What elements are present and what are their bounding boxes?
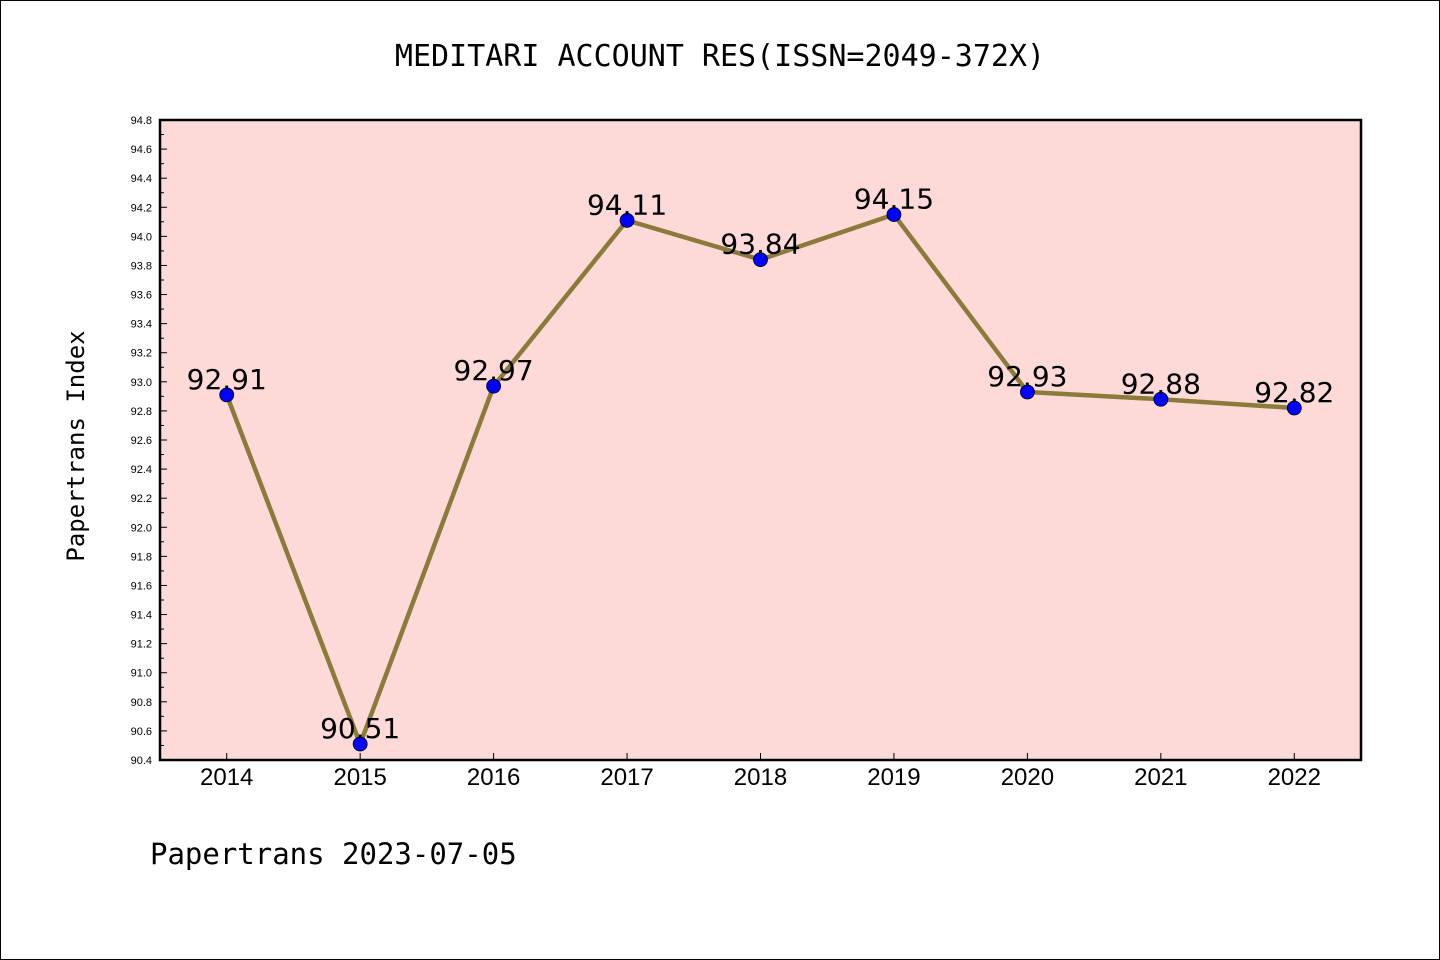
y-axis-label: Papertrans Index	[62, 330, 90, 561]
y-tick-label: 93.6	[131, 290, 152, 302]
y-tick-label: 92.6	[131, 435, 152, 447]
data-label: 92.97	[454, 354, 534, 387]
data-point	[1019, 384, 1035, 400]
plot-border	[158, 118, 1363, 762]
plot-area	[160, 120, 1361, 760]
y-tick-label: 92.4	[131, 464, 152, 476]
data-label: 93.84	[720, 228, 800, 261]
x-tick-label: 2018	[734, 764, 787, 791]
data-point	[352, 736, 368, 752]
data-point	[619, 212, 635, 228]
footer-source-date: Papertrans 2023-07-05	[150, 837, 517, 871]
y-tick-label: 93.2	[131, 348, 152, 360]
data-point	[486, 378, 502, 394]
y-tick-label: 94.4	[131, 173, 152, 185]
y-tick-label: 93.4	[131, 319, 152, 331]
data-point	[1286, 400, 1302, 416]
y-tick-label: 92.8	[131, 406, 152, 418]
y-tick-label: 90.8	[131, 697, 152, 709]
data-label: 94.15	[854, 183, 934, 216]
x-tick-label: 2016	[467, 764, 520, 791]
y-tick-label: 92.2	[131, 493, 152, 505]
y-tick-label: 94.8	[131, 115, 152, 127]
chart-title: MEDITARI ACCOUNT RES(ISSN=2049-372X)	[395, 39, 1045, 74]
data-label: 92.88	[1121, 367, 1201, 400]
x-tick-label: 2021	[1134, 764, 1187, 791]
y-tick-label: 91.4	[131, 610, 152, 622]
data-label: 94.11	[587, 188, 667, 221]
y-tick-label: 94.6	[131, 144, 152, 156]
y-tick-label: 93.0	[131, 377, 152, 389]
data-point	[753, 252, 768, 268]
data-label: 92.82	[1254, 376, 1334, 409]
x-tick-label: 2020	[1001, 764, 1054, 791]
x-tick-label: 2015	[333, 764, 386, 791]
data-label: 92.93	[987, 360, 1067, 393]
x-tick-label: 2022	[1268, 764, 1321, 791]
x-axis-ticks: 2014 2015 2016 2017 2018 2019 2020 2021 2022	[200, 753, 1321, 791]
y-tick-label: 91.8	[131, 551, 152, 563]
y-tick-label: 94.2	[131, 202, 152, 214]
data-point	[886, 207, 902, 222]
data-point	[219, 387, 235, 403]
y-tick-label: 91.0	[131, 668, 152, 680]
x-tick-label: 2017	[600, 764, 653, 791]
x-tick-label: 2019	[867, 764, 920, 791]
data-point	[1153, 391, 1169, 407]
series-group: 92.91 90.51 92.97 94.11 93.84 94.15 92.93 92.88…	[187, 183, 1334, 752]
y-tick-label: 92.0	[131, 522, 152, 534]
y-tick-label: 90.4	[131, 755, 152, 767]
y-tick-label: 93.8	[131, 260, 152, 272]
data-label: 90.51	[320, 712, 400, 745]
y-tick-label: 91.6	[131, 580, 152, 592]
x-tick-label: 2014	[200, 764, 253, 791]
y-tick-label: 91.2	[131, 639, 152, 651]
data-label: 92.91	[187, 363, 267, 396]
y-tick-label: 94.0	[131, 231, 152, 243]
y-tick-label: 90.6	[131, 726, 152, 738]
